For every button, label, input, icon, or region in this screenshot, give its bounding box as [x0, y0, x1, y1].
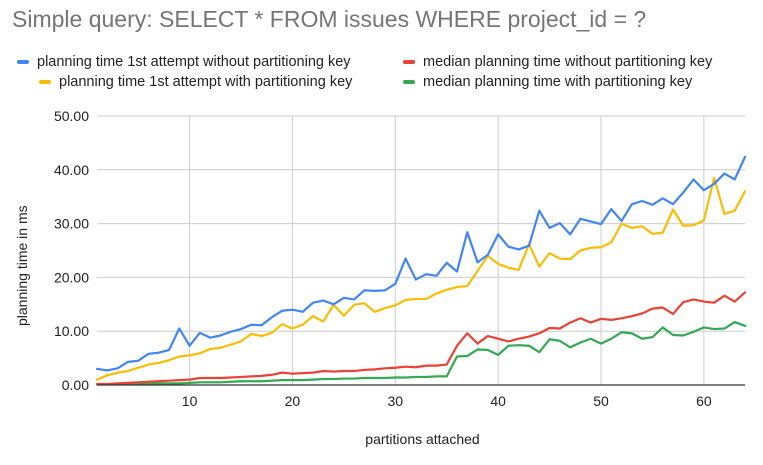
- series-line-1: [95, 176, 747, 381]
- legend-swatch-red: [403, 60, 415, 64]
- y-tick-label: 10.00: [54, 323, 89, 339]
- chart-title: Simple query: SELECT * FROM issues WHERE…: [12, 6, 647, 32]
- legend-label: median planning time without partitionin…: [423, 54, 713, 70]
- legend-item-1st-without-key: planning time 1st attempt without partit…: [17, 54, 351, 70]
- legend-label: planning time 1st attempt without partit…: [37, 54, 351, 70]
- y-tick-label: 40.00: [54, 162, 89, 178]
- series-line-0: [95, 155, 747, 372]
- legend-swatch-green: [403, 80, 415, 84]
- y-tick-label: 50.00: [54, 108, 89, 124]
- legend-label: planning time 1st attempt with partition…: [59, 74, 353, 90]
- legend-item-median-without-key: median planning time without partitionin…: [403, 54, 712, 70]
- y-tick-label: 0.00: [62, 377, 89, 393]
- legend-item-1st-with-key: planning time 1st attempt with partition…: [39, 74, 352, 90]
- legend-item-median-with-key: median planning time with partitioning k…: [403, 74, 692, 90]
- series-line-2: [95, 291, 747, 386]
- x-tick-label: 10: [182, 393, 198, 409]
- y-axis-label: planning time in ms: [14, 205, 30, 326]
- x-axis-label: partitions attached: [365, 431, 480, 447]
- x-tick-label: 30: [387, 393, 403, 409]
- x-tick-label: 40: [490, 393, 506, 409]
- legend-swatch-yellow: [39, 80, 51, 84]
- y-tick-label: 30.00: [54, 216, 89, 232]
- y-tick-label: 20.00: [54, 269, 89, 285]
- legend-swatch-blue: [17, 60, 29, 64]
- series-line-3: [95, 320, 747, 386]
- legend-label: median planning time with partitioning k…: [423, 74, 693, 90]
- x-tick-label: 60: [696, 393, 712, 409]
- x-tick-label: 50: [593, 393, 609, 409]
- chart-legend: planning time 1st attempt without partit…: [0, 0, 763, 100]
- x-tick-label: 20: [285, 393, 301, 409]
